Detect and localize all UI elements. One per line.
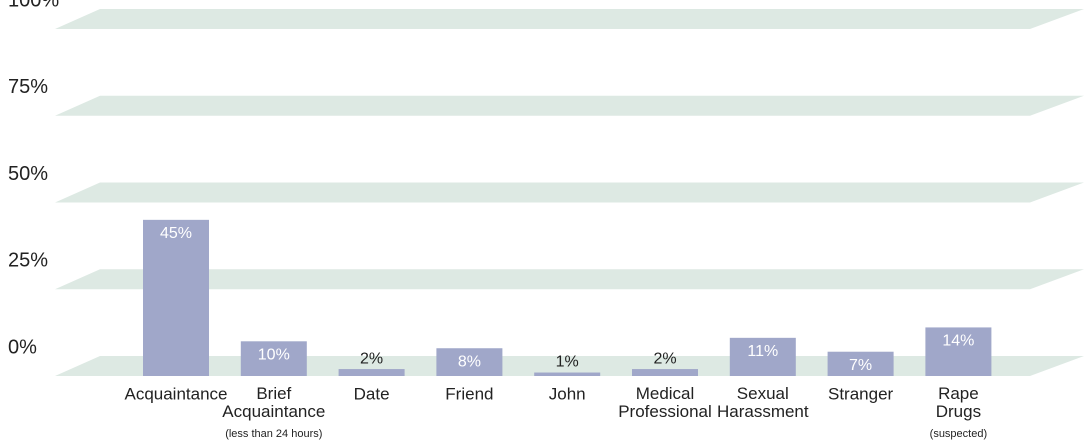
x-tick-label: John (549, 384, 586, 403)
x-tick-label: Sexual Harassment (717, 384, 809, 421)
x-tick-label: Stranger (828, 384, 894, 403)
x-tick-label: Acquaintance (124, 384, 227, 403)
value-label: 1% (556, 354, 579, 371)
x-tick-label: Rape Drugs (936, 384, 981, 421)
grid-band (55, 9, 1084, 29)
y-tick-label: 100% (8, 0, 59, 11)
bar (240, 341, 307, 376)
value-label: 11% (747, 343, 778, 360)
grid-band (55, 95, 1084, 116)
grid-band (55, 356, 1084, 376)
value-label: 7% (849, 357, 872, 374)
y-tick-label: 75% (8, 76, 48, 98)
value-label: 14% (942, 333, 974, 350)
bar (338, 369, 405, 376)
grid-band (55, 269, 1084, 290)
value-label: 10% (258, 347, 290, 364)
value-label: 45% (160, 225, 192, 242)
x-tick-label: Medical Professional (618, 384, 712, 421)
bar (827, 351, 894, 376)
value-label: 2% (653, 350, 676, 367)
y-tick-label: 50% (8, 163, 48, 185)
value-label: 2% (360, 350, 383, 367)
bar (925, 327, 992, 376)
x-tick-label: Brief Acquaintance (222, 384, 325, 421)
bar (729, 337, 796, 376)
bar (143, 219, 209, 376)
y-tick-label: 25% (8, 250, 48, 272)
x-tick-note: (suspected) (930, 428, 987, 440)
grid-band (55, 182, 1084, 203)
value-label: 8% (458, 353, 481, 370)
bar (632, 369, 698, 376)
x-tick-label: Date (354, 384, 390, 403)
bar (436, 348, 503, 376)
x-tick-label: Friend (445, 384, 493, 403)
x-tick-note: (less than 24 hours) (225, 428, 322, 440)
y-tick-label: 0% (8, 336, 37, 358)
bar (534, 372, 601, 376)
